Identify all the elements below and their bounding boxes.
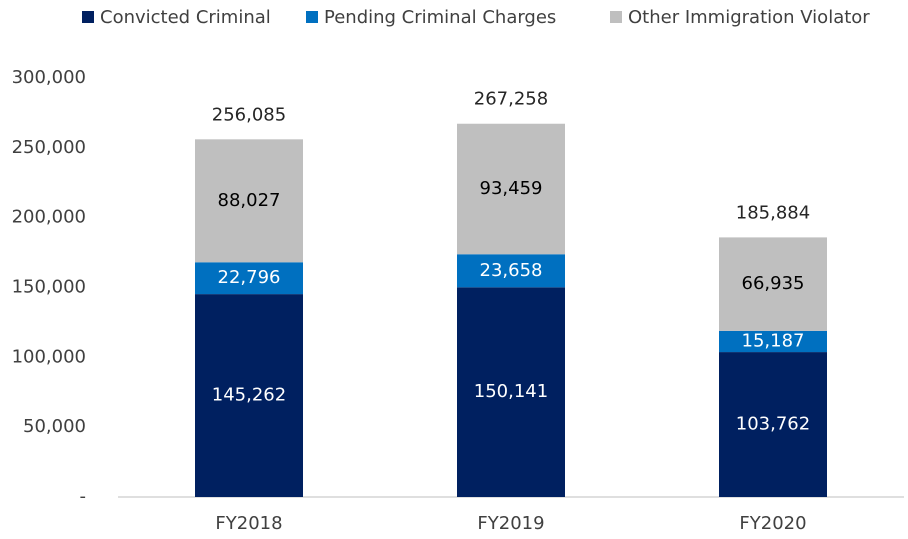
data-label: 93,459 <box>480 178 543 199</box>
y-tick-label: 300,000 <box>12 67 86 88</box>
bar-segment <box>195 139 303 263</box>
x-tick-label: FY2020 <box>739 513 806 534</box>
y-tick-label: 150,000 <box>12 277 86 298</box>
bar-segment <box>195 262 303 295</box>
legend-label: Pending Criminal Charges <box>324 7 556 28</box>
y-tick-label: 200,000 <box>12 207 86 228</box>
data-label: 22,796 <box>218 267 281 288</box>
data-label: 103,762 <box>736 414 810 435</box>
y-tick-label: - <box>80 486 87 507</box>
legend-swatch <box>82 11 94 23</box>
bar-segment <box>457 254 565 288</box>
bar-segment <box>457 287 565 497</box>
y-tick-label: 250,000 <box>12 137 86 158</box>
data-label: 88,027 <box>218 190 281 211</box>
y-tick-label: 100,000 <box>12 346 86 367</box>
legend-label: Other Immigration Violator <box>628 7 870 28</box>
bar-segment <box>719 352 827 497</box>
data-label: 23,658 <box>480 260 543 281</box>
total-label: 267,258 <box>474 89 548 110</box>
data-label: 145,262 <box>212 385 286 406</box>
y-tick-label: 50,000 <box>23 416 86 437</box>
x-tick-label: FY2019 <box>477 513 544 534</box>
x-tick-label: FY2018 <box>215 513 282 534</box>
legend-swatch <box>306 11 318 23</box>
data-label: 150,141 <box>474 381 548 402</box>
bar-segment <box>719 330 827 353</box>
data-label: 15,187 <box>742 330 805 351</box>
legend-swatch <box>610 11 622 23</box>
total-label: 256,085 <box>212 104 286 125</box>
bar-segment <box>457 123 565 255</box>
total-label: 185,884 <box>736 202 810 223</box>
bar-segment <box>195 294 303 497</box>
data-label: 66,935 <box>742 273 805 294</box>
bar-segment <box>719 237 827 331</box>
legend-label: Convicted Criminal <box>100 7 271 28</box>
